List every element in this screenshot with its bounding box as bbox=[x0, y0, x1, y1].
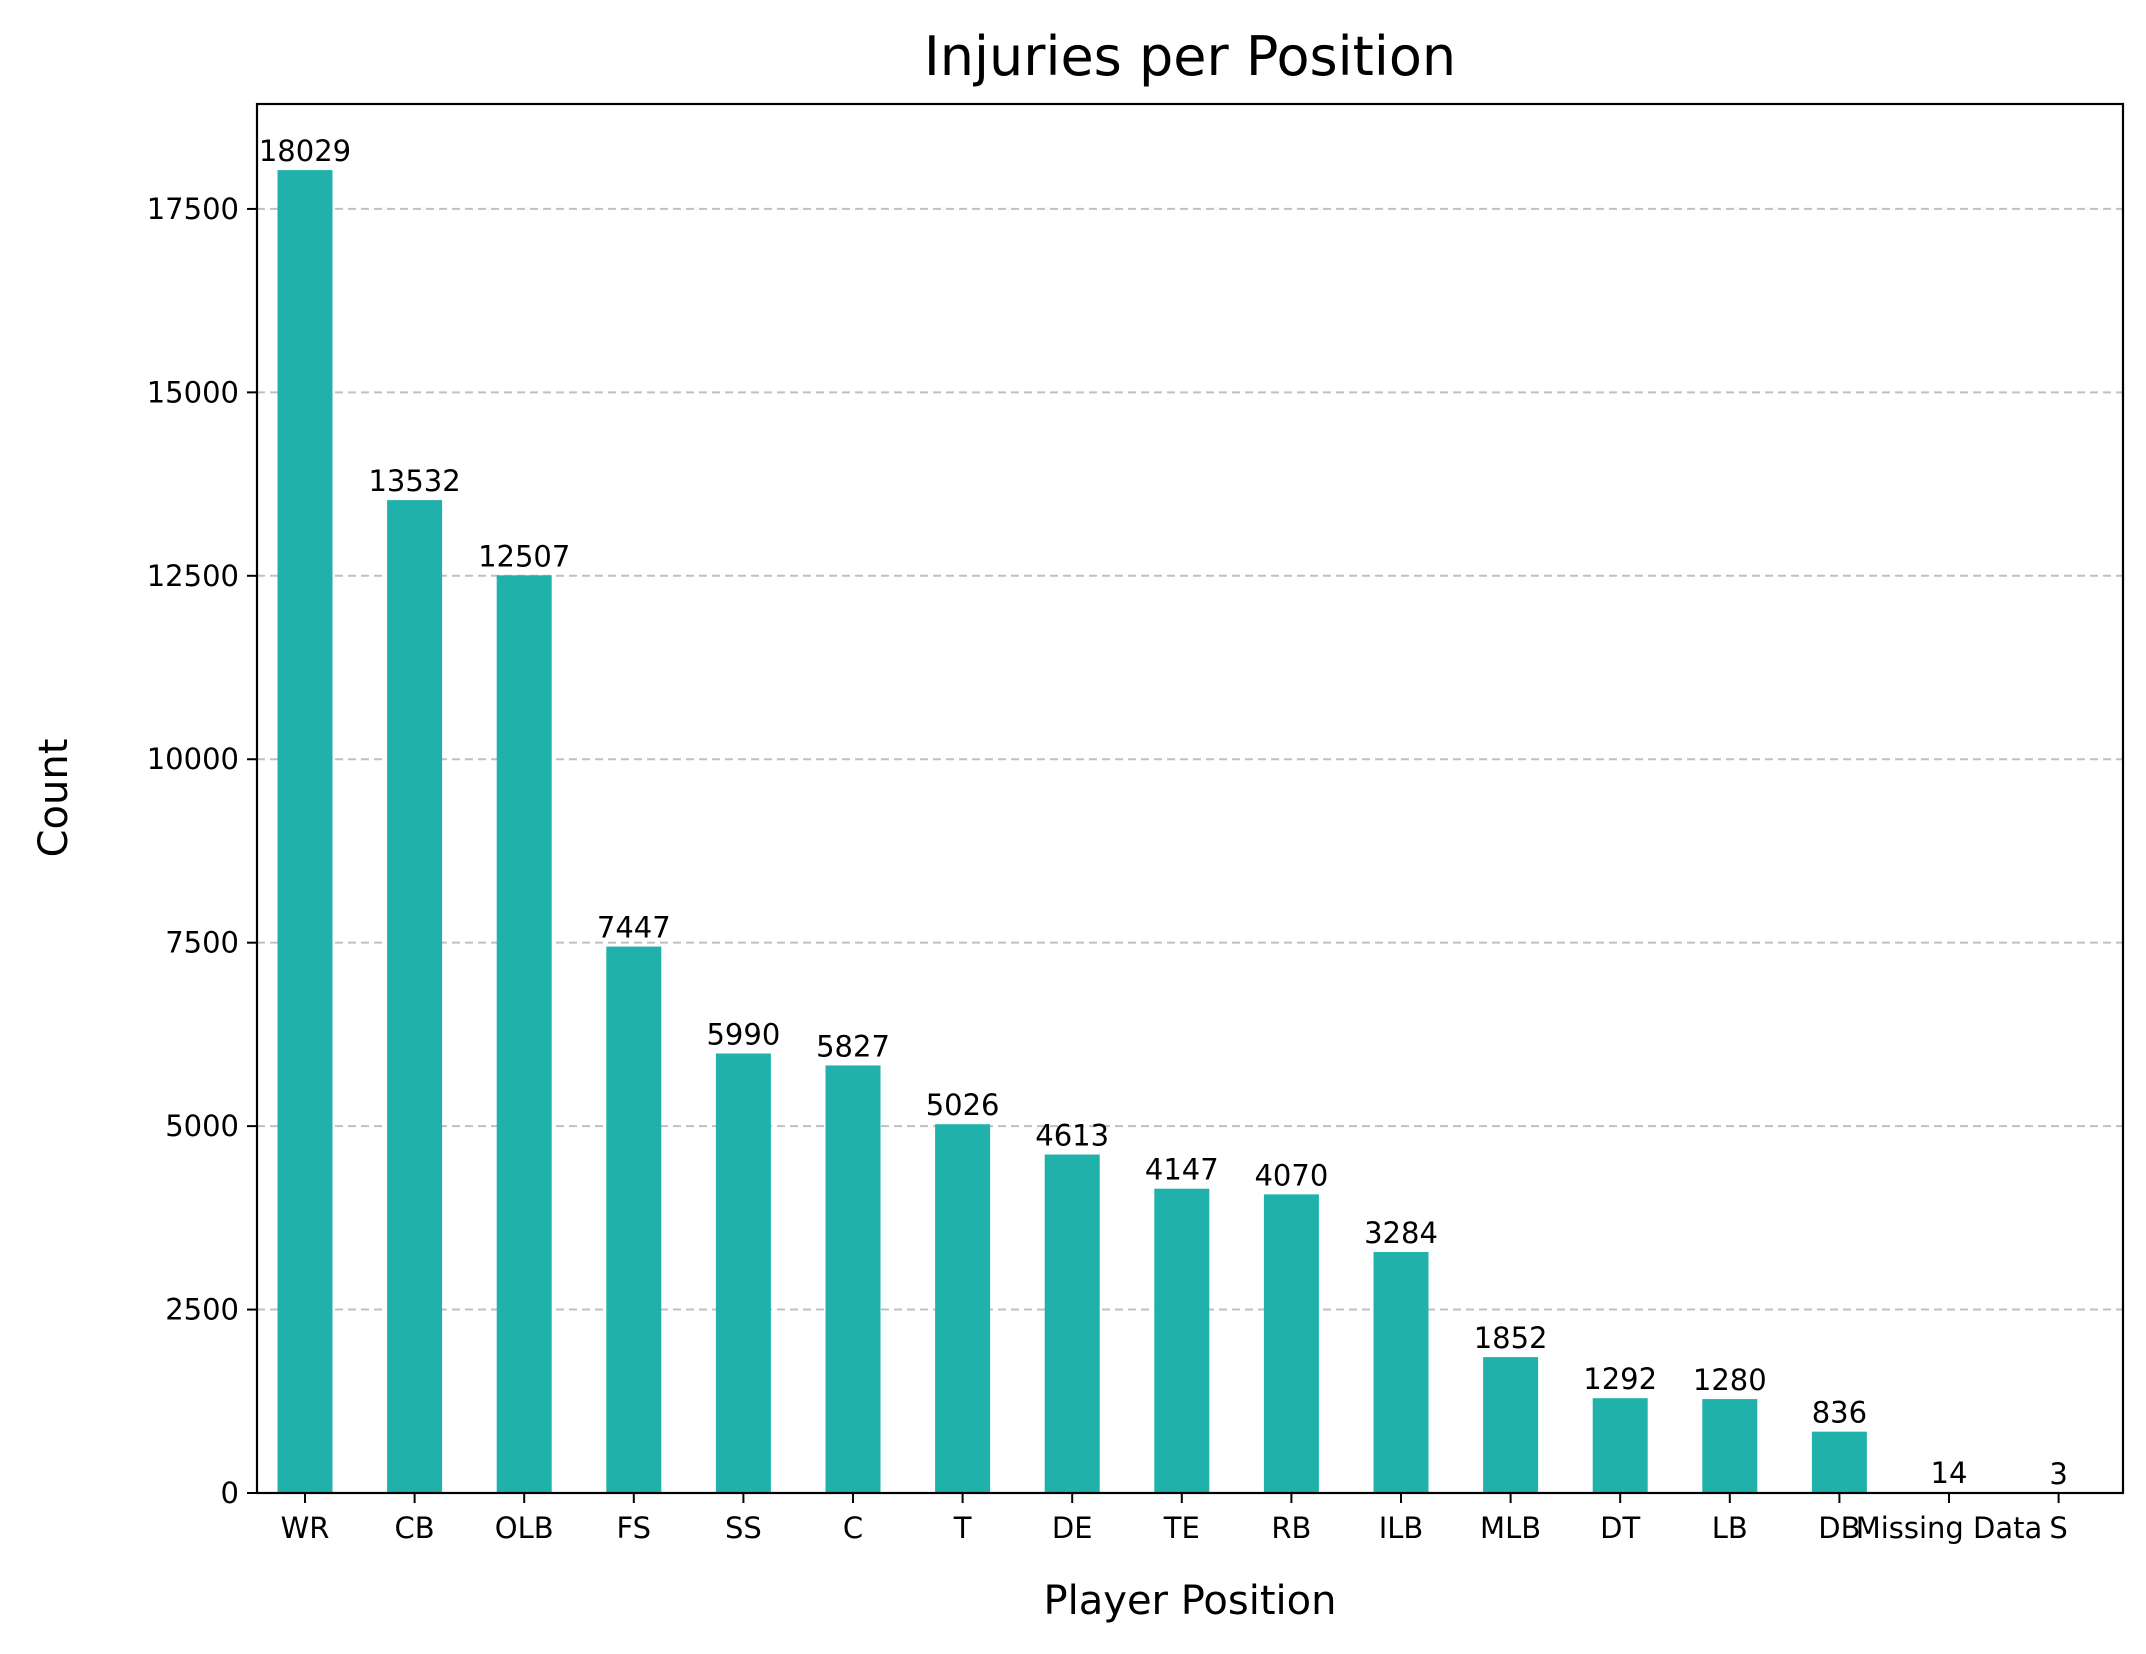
bar bbox=[1592, 1398, 1648, 1493]
x-tick-label: FS bbox=[617, 1511, 652, 1545]
x-tick-label: DT bbox=[1600, 1511, 1640, 1545]
y-axis-title: Count bbox=[31, 739, 77, 858]
x-tick-label: Missing Data bbox=[1856, 1511, 2043, 1545]
y-tick-label: 15000 bbox=[147, 375, 239, 409]
data-label: 1292 bbox=[1583, 1362, 1657, 1396]
x-tick-label: DE bbox=[1052, 1511, 1093, 1545]
x-tick-label: S bbox=[2049, 1511, 2067, 1545]
x-tick-label: T bbox=[953, 1511, 972, 1545]
x-tick-label: RB bbox=[1271, 1511, 1311, 1545]
data-label: 14 bbox=[1931, 1456, 1968, 1490]
data-label: 7447 bbox=[597, 911, 671, 945]
bar bbox=[825, 1065, 881, 1493]
y-tick-label: 0 bbox=[221, 1476, 239, 1510]
bar bbox=[1263, 1194, 1319, 1493]
bar bbox=[1044, 1154, 1100, 1493]
data-label: 1280 bbox=[1693, 1363, 1767, 1397]
x-axis-title: Player Position bbox=[1044, 1578, 1337, 1624]
y-tick-label: 5000 bbox=[165, 1109, 239, 1143]
x-tick-label: TE bbox=[1163, 1511, 1200, 1545]
y-axis: 0 2500 5000 7500 10000 12500 15000 17500 bbox=[147, 192, 257, 1510]
data-label: 5990 bbox=[706, 1017, 780, 1051]
chart-title: Injuries per Position bbox=[924, 25, 1456, 88]
bars bbox=[277, 170, 2087, 1494]
y-tick-label: 10000 bbox=[147, 742, 239, 776]
bar bbox=[496, 575, 552, 1493]
data-label: 3284 bbox=[1364, 1216, 1438, 1250]
bar bbox=[606, 946, 662, 1493]
bar bbox=[277, 170, 333, 1493]
data-label: 4070 bbox=[1254, 1158, 1328, 1192]
x-tick-label: MLB bbox=[1480, 1511, 1541, 1545]
data-label: 1852 bbox=[1474, 1321, 1548, 1355]
bar bbox=[1811, 1431, 1867, 1493]
x-tick-label: SS bbox=[725, 1511, 762, 1545]
bar bbox=[1483, 1357, 1539, 1493]
data-label: 5827 bbox=[816, 1029, 890, 1063]
bar bbox=[935, 1124, 991, 1493]
x-tick-label: C bbox=[843, 1511, 863, 1545]
data-label: 5026 bbox=[926, 1088, 1000, 1122]
x-tick-label: CB bbox=[395, 1511, 435, 1545]
data-label: 4147 bbox=[1145, 1153, 1219, 1187]
bar bbox=[715, 1053, 771, 1493]
data-label: 13532 bbox=[368, 464, 460, 498]
y-tick-label: 12500 bbox=[147, 559, 239, 593]
x-tick-label: WR bbox=[281, 1511, 330, 1545]
data-label: 4613 bbox=[1035, 1119, 1109, 1153]
bar bbox=[1154, 1188, 1210, 1493]
x-tick-label: DB bbox=[1818, 1511, 1860, 1545]
data-label: 3 bbox=[2049, 1457, 2067, 1491]
bar bbox=[1373, 1252, 1429, 1493]
plot-frame bbox=[255, 102, 2125, 1495]
data-labels: 18029 13532 12507 7447 5990 5827 5026 4613 4147 4… bbox=[259, 134, 2068, 1491]
bar bbox=[387, 500, 443, 1494]
y-tick-label: 7500 bbox=[165, 926, 239, 960]
y-tick-label: 2500 bbox=[165, 1293, 239, 1327]
data-label: 18029 bbox=[259, 134, 351, 168]
x-tick-label: OLB bbox=[495, 1511, 554, 1545]
bar bbox=[1702, 1399, 1758, 1493]
x-tick-label: ILB bbox=[1379, 1511, 1424, 1545]
y-tick-label: 17500 bbox=[147, 192, 239, 226]
data-label: 836 bbox=[1812, 1396, 1867, 1430]
data-label: 12507 bbox=[478, 539, 570, 573]
x-tick-label: LB bbox=[1712, 1511, 1748, 1545]
